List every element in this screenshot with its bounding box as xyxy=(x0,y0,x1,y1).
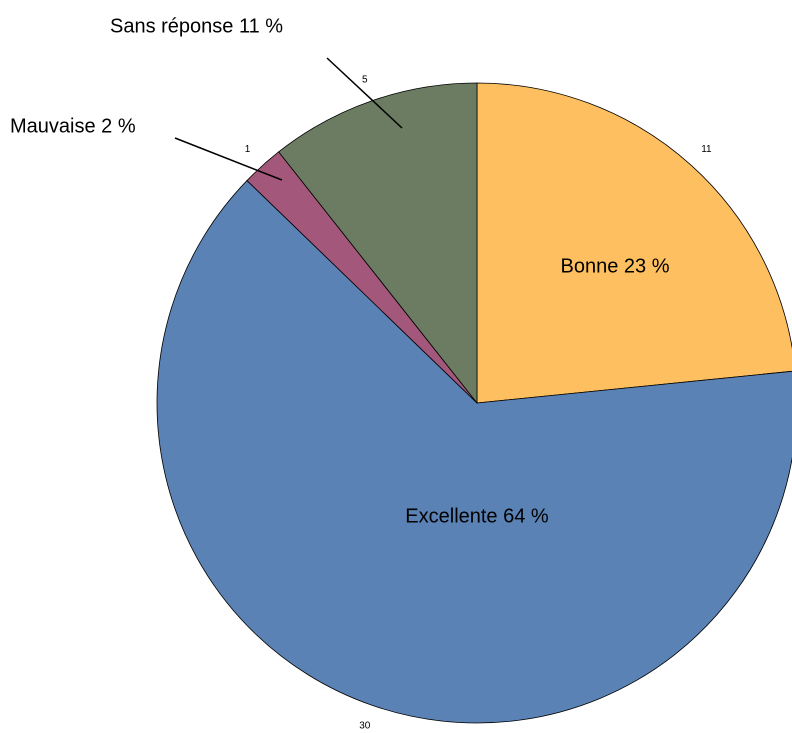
pie-slice xyxy=(156,179,792,724)
slice-label: Excellente 64 % xyxy=(405,505,549,527)
slice-label: Mauvaise 2 % xyxy=(10,115,136,137)
value-label: 30 xyxy=(359,721,371,732)
leader-line xyxy=(174,137,283,181)
slice-label: Bonne 23 % xyxy=(561,255,670,277)
pie-slice xyxy=(476,82,792,404)
slice-label: Sans réponse 11 % xyxy=(110,15,283,37)
leader-line xyxy=(326,57,403,129)
value-label: 5 xyxy=(362,75,368,86)
value-label: 11 xyxy=(701,144,712,155)
value-label: 1 xyxy=(245,144,251,155)
